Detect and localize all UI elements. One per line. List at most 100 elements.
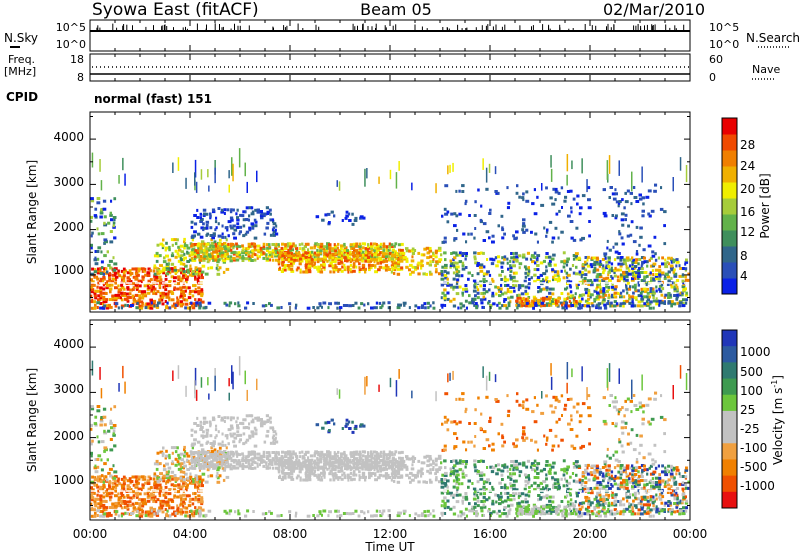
power-cell: [195, 304, 198, 308]
velocity-cell: [329, 469, 333, 473]
power-cell: [628, 269, 631, 273]
velocity-cell: [112, 464, 115, 468]
power-cell: [360, 302, 364, 306]
velocity-cell: [114, 512, 118, 516]
velocity-cell: [409, 480, 412, 484]
power-cell: [227, 220, 232, 224]
power-cell: [497, 301, 501, 305]
velocity-cell: [256, 462, 259, 466]
power-cell: [480, 204, 483, 208]
power-streak: [482, 158, 484, 170]
velocity-cell: [189, 481, 193, 485]
power-cell: [479, 251, 483, 255]
velocity-cell: [284, 451, 288, 455]
power-cell: [552, 275, 555, 279]
power-cell: [524, 301, 528, 305]
power-cell: [625, 266, 630, 270]
power-cell: [579, 306, 583, 310]
velocity-cell: [296, 461, 300, 465]
power-cell: [296, 266, 300, 270]
power-cell: [332, 253, 336, 257]
power-cell: [259, 214, 264, 218]
velocity-cell: [94, 470, 99, 474]
power-cell: [304, 257, 308, 261]
power-cell: [305, 260, 309, 264]
velocity-cell: [253, 466, 257, 470]
velocity-cell: [491, 466, 496, 470]
velocity-cell: [284, 466, 289, 470]
power-cell: [262, 242, 266, 246]
power-cell: [663, 242, 667, 246]
velocity-cell: [524, 479, 529, 483]
power-cell: [344, 259, 348, 263]
power-streak: [246, 181, 248, 193]
power-cell: [516, 296, 520, 300]
power-cell: [217, 222, 220, 226]
power-cell: [292, 242, 295, 246]
velocity-cell: [113, 470, 118, 474]
velocity-cell: [179, 470, 184, 474]
power-cell: [443, 207, 447, 211]
power-cell: [498, 306, 502, 310]
velocity-cell: [159, 489, 164, 493]
power-cell: [400, 266, 404, 270]
power-cell: [635, 297, 638, 301]
power-cell: [313, 256, 316, 260]
power-cell: [108, 298, 113, 301]
power-cell: [299, 259, 304, 263]
power-cell: [411, 265, 415, 269]
power-cell: [608, 268, 613, 272]
power-cell: [685, 291, 688, 295]
velocity-cell: [479, 477, 484, 481]
power-cell: [622, 289, 625, 293]
power-cell: [176, 296, 179, 300]
power-cell: [190, 304, 194, 308]
velocity-cell: [183, 464, 187, 468]
power-cell: [230, 226, 234, 230]
velocity-cell: [186, 483, 189, 487]
power-cell: [153, 266, 157, 270]
power-cell: [146, 302, 151, 306]
velocity-cell: [289, 462, 294, 465]
power-cell: [226, 226, 229, 229]
velocity-cell: [271, 463, 274, 466]
velocity-cell: [411, 473, 415, 477]
velocity-cell: [334, 457, 338, 461]
power-cell: [321, 305, 323, 309]
velocity-cell: [357, 452, 362, 456]
velocity-cell: [109, 419, 112, 423]
velocity-cell: [268, 462, 272, 466]
power-cell: [356, 255, 360, 259]
velocity-cell: [111, 488, 115, 492]
power-data: [90, 148, 690, 310]
velocity-cell: [241, 459, 245, 462]
power-cell: [213, 240, 217, 244]
velocity-cell: [275, 432, 278, 436]
power-cell: [379, 245, 382, 249]
power-cell: [161, 268, 166, 272]
power-cell: [458, 260, 463, 264]
velocity-cell: [236, 426, 240, 430]
power-cell: [533, 273, 537, 277]
power-cell: [93, 300, 97, 304]
velocity-cell: [229, 452, 234, 456]
velocity-cell: [322, 470, 326, 474]
power-cell: [390, 253, 395, 257]
velocity-cell: [474, 469, 479, 473]
power-cell: [605, 285, 608, 289]
power-cell: [289, 244, 293, 248]
power-cell: [465, 252, 468, 255]
velocity-cell: [534, 469, 537, 473]
power-cell: [141, 294, 145, 298]
power-cell: [244, 232, 248, 236]
velocity-cell: [330, 418, 334, 422]
velocity-cell: [194, 506, 197, 510]
power-cell: [136, 301, 139, 305]
velocity-cell: [217, 415, 221, 418]
power-cell: [545, 295, 549, 299]
velocity-cell: [390, 467, 394, 471]
power-cell: [117, 271, 120, 275]
velocity-cell: [304, 463, 309, 467]
velocity-cell: [108, 492, 111, 495]
power-cell: [146, 287, 150, 291]
